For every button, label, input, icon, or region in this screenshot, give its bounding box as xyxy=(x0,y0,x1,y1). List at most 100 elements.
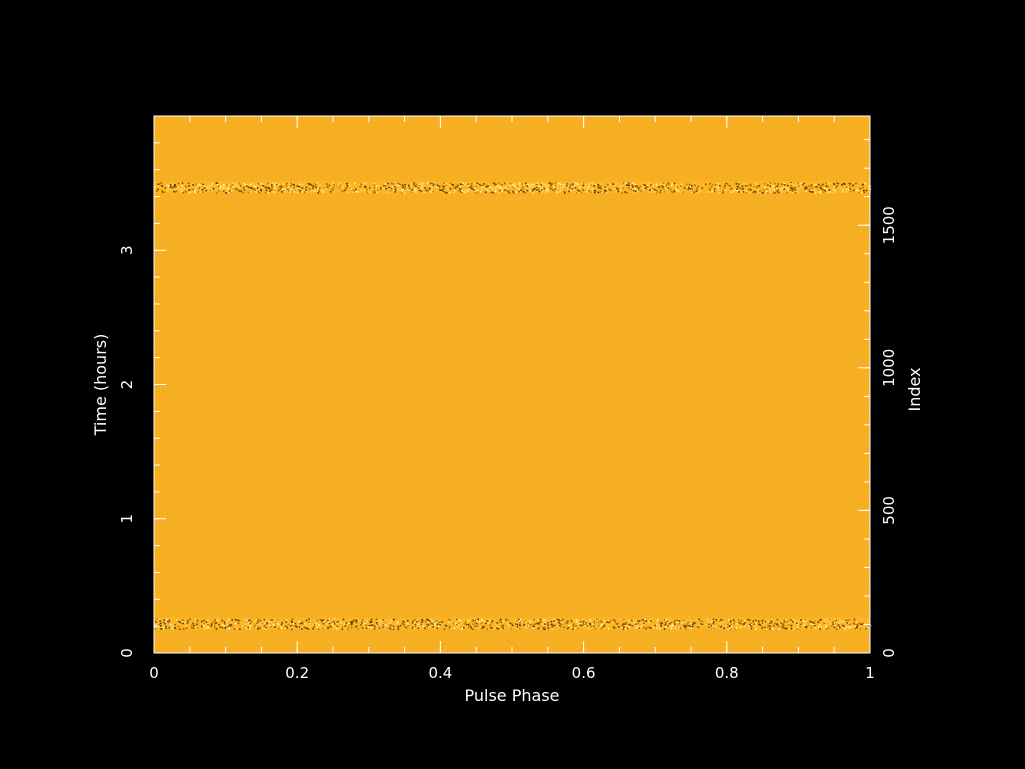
noise-speck xyxy=(791,183,794,185)
noise-speck xyxy=(170,623,172,626)
noise-speck xyxy=(474,625,477,627)
noise-speck xyxy=(548,182,551,184)
noise-speck xyxy=(298,191,301,193)
noise-speck xyxy=(425,191,428,194)
noise-speck xyxy=(635,619,637,622)
noise-speck xyxy=(596,620,598,622)
noise-speck xyxy=(157,183,159,186)
noise-speck xyxy=(197,184,199,187)
noise-speck xyxy=(715,185,717,188)
noise-speck xyxy=(723,187,726,189)
noise-speck xyxy=(225,190,228,193)
noise-speck xyxy=(597,621,600,624)
noise-speck xyxy=(495,187,497,189)
noise-speck xyxy=(766,626,769,629)
noise-speck xyxy=(707,618,709,621)
noise-speck xyxy=(467,186,469,189)
noise-speck xyxy=(713,624,715,626)
noise-speck xyxy=(579,623,582,625)
noise-speck xyxy=(736,188,738,190)
noise-speck xyxy=(538,187,540,190)
noise-speck xyxy=(559,625,562,628)
noise-speck xyxy=(219,626,222,629)
noise-speck xyxy=(719,620,721,622)
noise-speck xyxy=(495,190,497,192)
noise-speck xyxy=(797,626,799,629)
noise-speck xyxy=(762,186,764,188)
noise-speck xyxy=(685,628,687,630)
noise-speck xyxy=(464,183,466,186)
noise-speck xyxy=(699,190,701,192)
noise-speck xyxy=(401,184,404,186)
noise-speck xyxy=(154,626,156,629)
noise-speck xyxy=(638,189,640,192)
noise-speck xyxy=(379,619,382,621)
noise-speck xyxy=(391,186,394,189)
noise-speck xyxy=(465,189,468,191)
noise-speck xyxy=(453,188,456,191)
noise-speck xyxy=(684,625,687,627)
noise-speck xyxy=(247,185,249,188)
noise-speck xyxy=(256,620,259,622)
noise-speck xyxy=(601,189,604,192)
noise-speck xyxy=(598,187,600,189)
noise-speck xyxy=(853,618,856,621)
noise-speck xyxy=(497,191,500,194)
noise-speck xyxy=(485,186,488,188)
noise-speck xyxy=(538,185,540,188)
noise-speck xyxy=(791,190,794,192)
noise-speck xyxy=(498,182,500,184)
noise-speck xyxy=(402,185,404,187)
noise-speck xyxy=(655,191,657,193)
noise-speck xyxy=(421,182,424,185)
noise-speck xyxy=(352,191,354,193)
noise-speck xyxy=(421,619,424,622)
noise-speck xyxy=(389,188,392,190)
noise-speck xyxy=(182,627,184,630)
noise-band xyxy=(154,181,872,194)
noise-speck xyxy=(378,185,380,187)
noise-speck xyxy=(643,184,646,186)
noise-speck xyxy=(750,627,753,630)
noise-speck xyxy=(588,190,590,192)
noise-speck xyxy=(292,623,294,625)
noise-speck xyxy=(281,186,283,189)
noise-speck xyxy=(415,191,417,193)
noise-speck xyxy=(508,188,510,190)
noise-speck xyxy=(614,185,617,188)
noise-speck xyxy=(394,184,396,187)
noise-speck xyxy=(691,625,694,628)
noise-speck xyxy=(722,619,724,621)
noise-speck xyxy=(540,189,543,191)
noise-speck xyxy=(605,624,608,626)
noise-speck xyxy=(445,192,447,194)
noise-speck xyxy=(628,182,630,184)
noise-speck xyxy=(535,626,537,628)
noise-speck xyxy=(253,185,255,187)
noise-speck xyxy=(467,626,470,629)
noise-speck xyxy=(727,626,729,629)
noise-speck xyxy=(600,185,602,187)
noise-speck xyxy=(697,185,700,188)
noise-speck xyxy=(489,186,491,189)
noise-speck xyxy=(786,192,788,194)
noise-speck xyxy=(565,622,568,625)
noise-speck xyxy=(710,186,712,188)
noise-speck xyxy=(400,190,403,192)
noise-speck xyxy=(670,621,672,623)
noise-speck xyxy=(783,184,786,186)
noise-speck xyxy=(376,620,378,623)
noise-speck xyxy=(191,187,194,190)
noise-speck xyxy=(848,189,850,191)
noise-speck xyxy=(407,623,409,625)
noise-speck xyxy=(501,628,503,630)
noise-speck xyxy=(156,618,158,621)
noise-speck xyxy=(165,621,167,623)
noise-speck xyxy=(325,183,328,185)
noise-speck xyxy=(388,623,391,625)
noise-speck xyxy=(180,182,183,185)
noise-speck xyxy=(224,627,227,629)
noise-speck xyxy=(730,623,733,625)
noise-speck xyxy=(475,192,478,194)
noise-speck xyxy=(492,188,494,191)
